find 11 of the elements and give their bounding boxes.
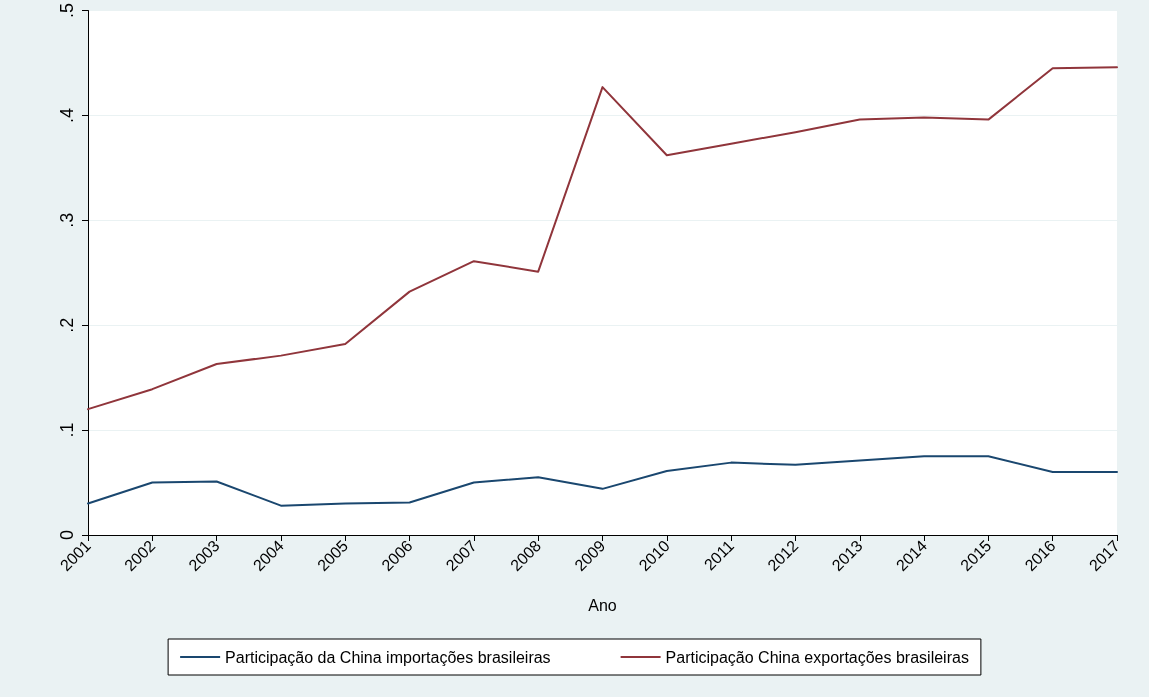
y-tick-label: .5 [57,3,77,19]
y-tick-label: .1 [57,422,77,438]
y-tick-label: .3 [57,212,77,228]
x-axis-title: Ano [588,596,617,614]
y-tick-label: .4 [57,107,77,123]
legend-label: Participação da China importações brasileiras [225,648,551,666]
line-series [87,66,1118,411]
line-series [87,455,1118,507]
y-tick-label: .2 [57,317,77,333]
y-tick-label: 0 [57,529,77,541]
legend-label: Participação China exportações brasileiras [665,648,969,666]
